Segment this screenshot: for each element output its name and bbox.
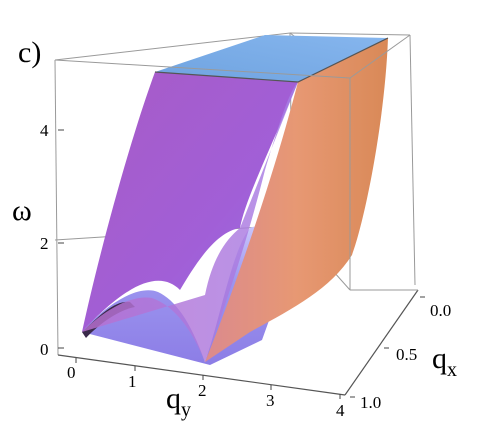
surface-right [205, 38, 388, 362]
box-top-right [349, 34, 411, 79]
surface-left [82, 72, 298, 332]
x-tick-label: 0.5 [396, 345, 417, 364]
y-tick-label: 4 [336, 401, 345, 420]
z-tick-label: 0 [40, 340, 49, 359]
y-axis-label: qy [166, 382, 191, 421]
panel-label: c) [18, 36, 41, 69]
box-top-back [289, 32, 411, 36]
x-tick-label: 0.0 [430, 301, 451, 320]
y-tick-label: 0 [67, 363, 76, 382]
x-tick-label: 1.0 [360, 393, 381, 412]
box-far-right-vertical [409, 34, 416, 286]
y-tick-label: 1 [128, 372, 137, 391]
z-axis-label: ω [12, 194, 32, 227]
box-top-front [54, 59, 351, 79]
bounding-box-front [54, 32, 419, 396]
y-tick-label: 2 [198, 381, 207, 400]
surface-top [155, 35, 388, 82]
box-floor-right [344, 289, 419, 396]
surface-front [82, 82, 298, 362]
box-left-vertical [54, 59, 59, 356]
z-axis: 0 2 4 ω [12, 121, 64, 359]
x-axis: 0.0 0.5 1.0 qx [350, 296, 457, 412]
box-floor-front [57, 354, 346, 396]
x-axis-label: qx [432, 342, 457, 381]
y-tick-label: 3 [266, 391, 275, 410]
z-tick-label: 4 [40, 121, 49, 140]
y-axis: 0 1 2 3 4 qy [67, 358, 345, 421]
z-tick-label: 2 [40, 234, 49, 253]
plateau-edge [154, 37, 389, 83]
